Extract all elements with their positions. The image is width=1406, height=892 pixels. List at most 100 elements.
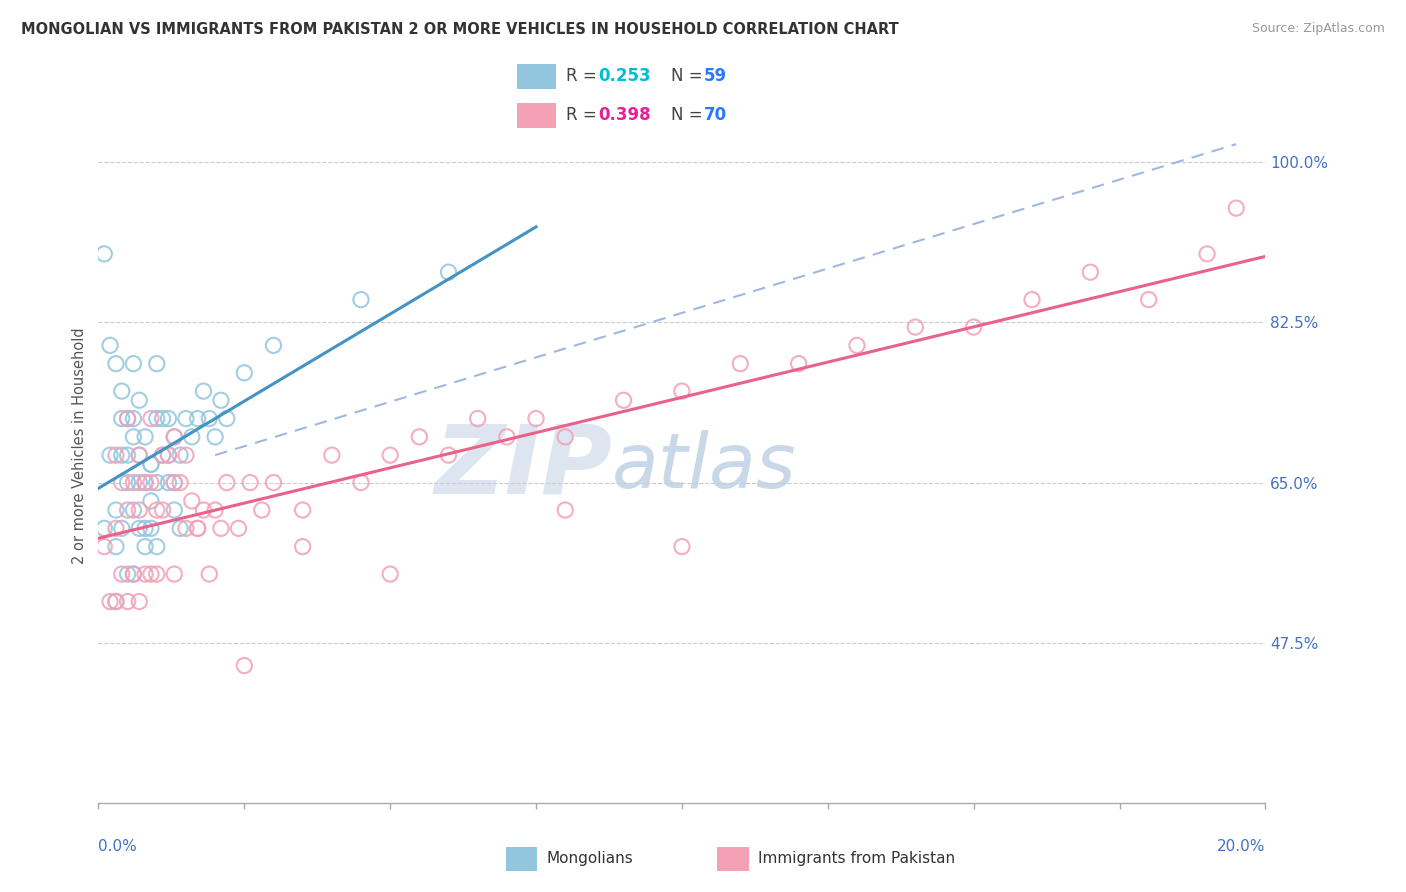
Text: Source: ZipAtlas.com: Source: ZipAtlas.com <box>1251 22 1385 36</box>
Point <box>215 475 238 490</box>
Point <box>111 411 134 425</box>
Point <box>437 265 460 279</box>
Point <box>163 430 186 444</box>
Text: ZIP: ZIP <box>434 421 612 514</box>
Point <box>169 448 191 462</box>
Point <box>134 567 156 582</box>
Point <box>93 540 115 554</box>
Text: 70: 70 <box>703 106 727 124</box>
Point <box>128 475 150 490</box>
Point <box>128 448 150 462</box>
Point <box>139 567 162 582</box>
Point <box>146 540 169 554</box>
Point <box>157 448 180 462</box>
Point <box>163 503 186 517</box>
Point <box>495 430 517 444</box>
Point <box>157 475 180 490</box>
Point <box>117 411 139 425</box>
Point <box>174 448 197 462</box>
Point <box>146 503 169 517</box>
Point <box>152 448 174 462</box>
Point <box>787 357 810 371</box>
Point <box>169 521 191 535</box>
Point <box>146 357 169 371</box>
Point <box>139 521 162 535</box>
Point <box>134 430 156 444</box>
Point <box>111 384 134 398</box>
Text: MONGOLIAN VS IMMIGRANTS FROM PAKISTAN 2 OR MORE VEHICLES IN HOUSEHOLD CORRELATIO: MONGOLIAN VS IMMIGRANTS FROM PAKISTAN 2 … <box>21 22 898 37</box>
Point <box>111 567 134 582</box>
Point <box>321 448 343 462</box>
Point <box>111 521 134 535</box>
Point <box>291 503 314 517</box>
Point <box>671 384 693 398</box>
Point <box>122 475 145 490</box>
Text: 0.253: 0.253 <box>598 68 651 86</box>
Point <box>187 521 209 535</box>
Point <box>139 475 162 490</box>
Point <box>122 567 145 582</box>
Point <box>1225 201 1247 215</box>
Point <box>157 411 180 425</box>
Point <box>204 503 226 517</box>
Point <box>239 475 262 490</box>
Point <box>378 448 402 462</box>
Point <box>554 503 576 517</box>
Point <box>128 448 150 462</box>
Point <box>250 503 273 517</box>
Point <box>163 475 186 490</box>
Point <box>152 411 174 425</box>
Point <box>204 430 226 444</box>
Point <box>554 430 576 444</box>
Point <box>128 521 150 535</box>
Text: atlas: atlas <box>612 431 796 504</box>
Point <box>612 393 634 408</box>
Point <box>104 448 127 462</box>
Point <box>187 521 209 535</box>
Text: N =: N = <box>671 68 707 86</box>
Point <box>262 338 284 352</box>
Point <box>139 494 162 508</box>
Point <box>1021 293 1043 307</box>
Point <box>98 338 121 352</box>
Point <box>962 320 984 334</box>
Point <box>193 503 215 517</box>
Point <box>104 540 127 554</box>
Point <box>146 567 169 582</box>
Point <box>180 494 202 508</box>
Point <box>728 357 751 371</box>
Point <box>122 567 145 582</box>
Text: Mongolians: Mongolians <box>546 851 633 866</box>
Point <box>187 411 209 425</box>
Text: R =: R = <box>567 68 603 86</box>
Bar <box>517 103 555 128</box>
Point <box>169 475 191 490</box>
Point <box>128 393 150 408</box>
Point <box>193 384 215 398</box>
Point <box>209 521 232 535</box>
Point <box>111 475 134 490</box>
Point <box>128 503 150 517</box>
Point <box>93 521 115 535</box>
Point <box>104 594 127 608</box>
Text: R =: R = <box>567 106 603 124</box>
Text: 59: 59 <box>703 68 727 86</box>
Point <box>122 503 145 517</box>
Point <box>104 521 127 535</box>
Point <box>437 448 460 462</box>
Point <box>228 521 250 535</box>
Point <box>233 658 256 673</box>
Point <box>134 475 156 490</box>
Point <box>291 540 314 554</box>
Point <box>233 366 256 380</box>
Point <box>117 567 139 582</box>
Point <box>98 448 121 462</box>
Bar <box>517 63 555 89</box>
Point <box>904 320 927 334</box>
Point <box>1080 265 1102 279</box>
Point <box>117 503 139 517</box>
Text: Immigrants from Pakistan: Immigrants from Pakistan <box>758 851 955 866</box>
Point <box>174 411 197 425</box>
Point <box>134 540 156 554</box>
Point <box>139 458 162 472</box>
